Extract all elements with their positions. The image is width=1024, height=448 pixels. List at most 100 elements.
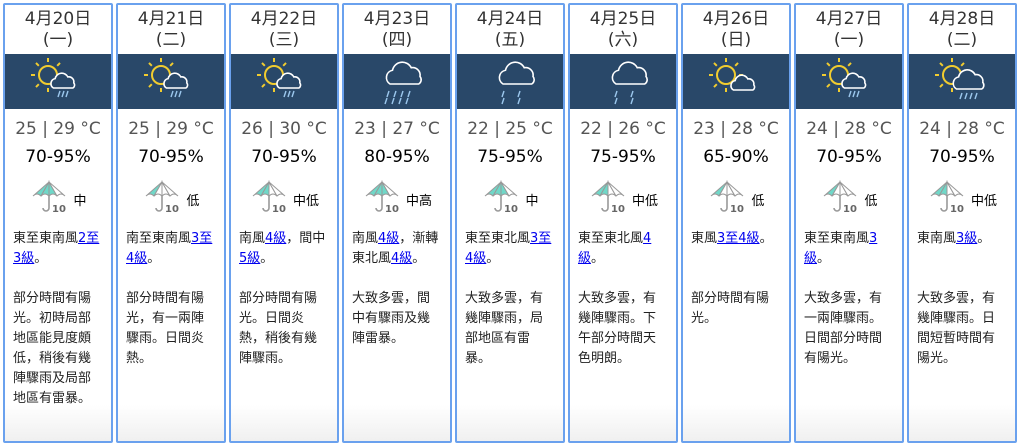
temperature-range: 26 | 30 °C xyxy=(241,119,327,139)
wind-force-link[interactable]: 2至3級 xyxy=(13,231,100,266)
weather-description: 大致多雲，間中有驟雨及幾陣雷暴。 xyxy=(352,291,431,346)
showers-icon xyxy=(478,55,542,109)
weather-icon-band xyxy=(231,54,337,109)
wind-description: 南風4級，間中 5級。 xyxy=(231,229,337,289)
umbrella-icon: 10 xyxy=(481,180,521,218)
umbrella-icon: 10 xyxy=(362,180,402,218)
weekday-label: (二) xyxy=(155,30,187,50)
wind-text: 。 xyxy=(34,251,48,266)
weather-description: 大致多雲，有幾陣驟雨，局部地區有雷暴。 xyxy=(465,291,544,366)
umbrella-icon: 10 xyxy=(29,180,69,218)
wind-force-link[interactable]: 3至4級 xyxy=(717,231,760,246)
date-header: 4月25日 (六) xyxy=(570,5,676,54)
weekday-label: (五) xyxy=(494,30,526,50)
forecast-day-card: 4月24日 (五) 22 | 25 °C 75-95% 10 中東至東北風3至4級。 大致多… xyxy=(455,3,565,443)
probability-label: 低 xyxy=(751,193,765,209)
weekday-label: (一) xyxy=(42,30,74,50)
wind-force-link[interactable]: 3至4級 xyxy=(465,231,552,266)
svg-text:10: 10 xyxy=(504,204,518,214)
forecast-day-card: 4月22日 (三) 26 | 30 °C 70-95% 10 中低 南風4級，間中 5級。 部分… xyxy=(229,3,339,443)
weekday-label: (日) xyxy=(720,30,752,50)
date-header: 4月27日 (一) xyxy=(796,5,902,54)
date-header: 4月21日 (二) xyxy=(118,5,224,54)
sun-big-cloud-rain-icon xyxy=(930,55,994,109)
rain-probability: 10 低 xyxy=(683,180,789,217)
weather-icon-band xyxy=(683,54,789,109)
sun-cloud-rain-icon xyxy=(817,55,881,109)
temperature-range: 25 | 29 °C xyxy=(128,119,214,139)
wind-description: 東至東北風4級。 xyxy=(570,229,676,289)
date-label: 4月20日 xyxy=(24,9,92,29)
wind-force-link[interactable]: 3級 xyxy=(804,231,878,266)
svg-text:10: 10 xyxy=(272,204,286,214)
sun-cloud-icon xyxy=(704,55,768,109)
weekday-label: (二) xyxy=(946,30,978,50)
rain-probability: 10 中高 xyxy=(344,180,450,218)
wind-text: 東風 xyxy=(691,231,718,246)
wind-force-link[interactable]: 5級 xyxy=(239,251,261,266)
date-label: 4月28日 xyxy=(928,9,996,29)
date-header: 4月26日 (日) xyxy=(683,5,789,54)
humidity-range: 75-95% xyxy=(590,147,656,167)
svg-text:10: 10 xyxy=(950,204,964,214)
umbrella-icon: 10 xyxy=(588,180,628,218)
wind-force-link[interactable]: 4級 xyxy=(578,231,652,266)
date-label: 4月26日 xyxy=(702,9,770,29)
humidity-range: 70-95% xyxy=(138,147,204,167)
wind-description: 東風3至4級。 xyxy=(683,229,789,289)
heavy-rain-icon xyxy=(365,55,429,109)
weekday-label: (一) xyxy=(833,30,865,50)
sun-cloud-rain-icon xyxy=(252,55,316,109)
date-header: 4月24日 (五) xyxy=(457,5,563,54)
wind-force-link[interactable]: 3級 xyxy=(956,231,978,246)
wind-text: 。 xyxy=(486,251,500,266)
probability-label: 中高 xyxy=(405,193,432,209)
temperature-range: 22 | 26 °C xyxy=(580,119,666,139)
probability-label: 中 xyxy=(73,193,87,209)
rain-probability: 10 中 xyxy=(457,180,563,218)
rain-probability: 10 中低 xyxy=(231,180,337,218)
wind-force-link[interactable]: 3至4級 xyxy=(126,231,213,266)
svg-text:10: 10 xyxy=(730,204,744,214)
wind-text: 。 xyxy=(591,251,605,266)
forecast-day-card: 4月23日 (四) 23 | 27 °C 80-95% 10 中高 南風4級，漸轉東北風4級… xyxy=(342,3,452,443)
probability-label: 中低 xyxy=(292,193,319,209)
wind-force-link[interactable]: 4級 xyxy=(391,251,413,266)
wind-text: ，漸轉東北風 xyxy=(352,231,439,266)
rain-probability: 10 中 xyxy=(5,180,111,218)
wind-text: 南至東南風 xyxy=(126,231,192,246)
umbrella-icon: 10 xyxy=(249,180,289,218)
weather-icon-band xyxy=(457,54,563,109)
weather-icon-band xyxy=(5,54,111,109)
showers-icon xyxy=(591,55,655,109)
wind-description: 南至東南風3至4級。 xyxy=(118,229,224,289)
weather-description: 部分時間有陽光，有一兩陣驟雨。日間炎熱。 xyxy=(126,291,205,366)
wind-text: 。 xyxy=(977,231,991,246)
date-header: 4月22日 (三) xyxy=(231,5,337,54)
wind-description: 東至東南風3級。 xyxy=(796,229,902,289)
rain-probability: 10 中低 xyxy=(909,180,1015,217)
probability-label: 低 xyxy=(186,193,200,209)
forecast-day-card: 4月28日 (二) 24 | 28 °C 70-95% 10 中低 東南風3級。 大致多雲，有… xyxy=(907,3,1017,443)
wind-force-link[interactable]: 4級 xyxy=(378,231,400,246)
wind-description: 東至東南風2至3級。 xyxy=(5,229,111,289)
forecast-day-card: 4月20日 (一) 25 | 29 °C 70-95% 10 中東至東南風2至3級。 部分時… xyxy=(3,3,113,443)
humidity-range: 70-95% xyxy=(929,147,995,167)
date-label: 4月23日 xyxy=(363,9,431,29)
wind-text: 東至東南風 xyxy=(13,231,79,246)
weather-description: 大致多雲，有幾陣驟雨。下午部分時間天色明朗。 xyxy=(578,291,657,366)
date-header: 4月20日 (一) xyxy=(5,5,111,54)
temperature-range: 24 | 28 °C xyxy=(806,119,892,139)
humidity-range: 70-95% xyxy=(816,147,882,167)
svg-text:10: 10 xyxy=(611,204,625,214)
probability-label: 中低 xyxy=(631,193,658,209)
humidity-range: 70-95% xyxy=(25,147,91,167)
forecast-day-card: 4月26日 (日) 23 | 28 °C 65-90% 10 低東風3至4級。 部分時間有陽… xyxy=(681,3,791,443)
sun-cloud-rain-icon xyxy=(139,55,203,109)
weekday-label: (六) xyxy=(607,30,639,50)
wind-force-link[interactable]: 4級 xyxy=(265,231,287,246)
weather-icon-band xyxy=(796,54,902,109)
wind-text: 南風 xyxy=(352,231,379,246)
svg-text:10: 10 xyxy=(165,204,179,214)
weather-description: 大致多雲，有一兩陣驟雨。日間部分時間有陽光。 xyxy=(804,291,883,366)
